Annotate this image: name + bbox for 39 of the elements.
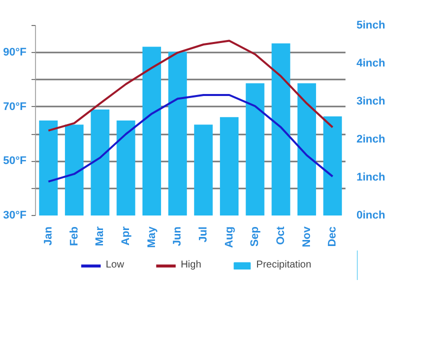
bar <box>246 83 264 216</box>
legend-label: Precipitation <box>256 260 312 270</box>
x-tick-label: Apr <box>120 226 132 246</box>
bar <box>116 120 136 216</box>
y2-tick-label: 4inch <box>356 58 386 70</box>
x-tick-label: Jan <box>42 226 54 246</box>
bar <box>194 124 213 216</box>
y-tick-label: 70°F <box>3 100 27 113</box>
x-tick-label: Aug <box>223 226 236 248</box>
x-tick-label: Jun <box>172 226 184 246</box>
x-tick-label: Jul <box>197 226 210 242</box>
bar <box>220 117 239 216</box>
y-tick-label: 30°F <box>3 210 27 222</box>
y-tick-label: 90°F <box>3 46 27 59</box>
y2-tick-label: 5inch <box>356 20 386 32</box>
bar <box>297 83 316 216</box>
x-tick-label: May <box>146 226 158 248</box>
y2-tick-label: 2inch <box>356 134 386 146</box>
bar <box>323 116 342 216</box>
y2-tick-label: 0inch <box>356 210 386 222</box>
legend-label: High <box>180 260 202 270</box>
x-tick-label: Sep <box>249 226 262 247</box>
legend-label: Low <box>106 260 126 270</box>
x-tick-label: Nov <box>300 226 313 248</box>
x-tick-label: Feb <box>68 226 80 246</box>
y2-tick-label: 1inch <box>356 172 386 184</box>
y-tick-label: 50°F <box>3 155 27 168</box>
x-tick-label: Mar <box>94 226 106 246</box>
y2-tick-label: 3inch <box>356 96 386 108</box>
bar <box>142 46 162 216</box>
x-tick-label: Oct <box>274 226 287 245</box>
bar <box>90 109 110 216</box>
bar <box>64 124 84 216</box>
bar <box>39 120 58 216</box>
bar <box>168 52 187 216</box>
x-tick-label: Dec <box>326 226 339 247</box>
line-series <box>47 40 334 132</box>
line-series <box>47 94 334 183</box>
bar <box>272 43 290 216</box>
